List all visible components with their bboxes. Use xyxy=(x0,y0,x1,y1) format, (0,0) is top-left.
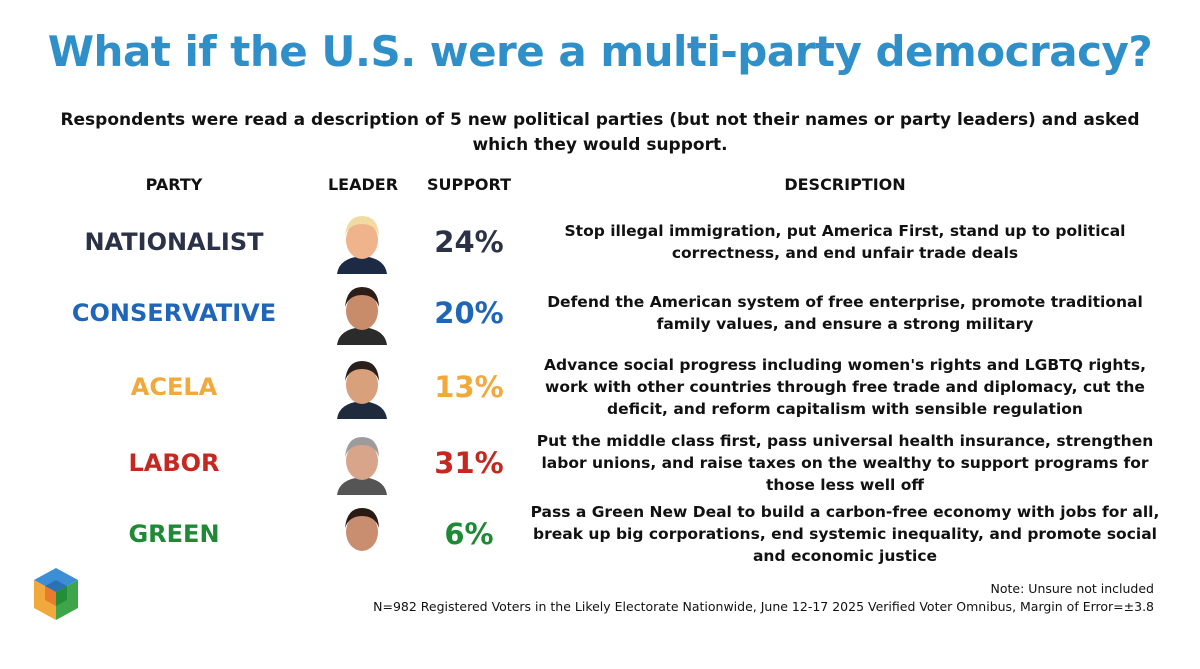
party-description: Advance social progress including women'… xyxy=(544,356,1146,418)
party-name: LABOR xyxy=(128,449,220,477)
column-header-support: SUPPORT xyxy=(426,175,512,194)
note-methodology: N=982 Registered Voters in the Likely El… xyxy=(373,599,1154,614)
party-name: CONSERVATIVE xyxy=(71,299,277,327)
column-header-party: PARTY xyxy=(145,175,203,194)
support-value: 13% xyxy=(434,370,504,404)
support-value: 20% xyxy=(434,296,504,330)
chart-subtitle: Respondents were read a description of 5… xyxy=(60,110,1140,155)
party-description: Stop illegal immigration, put America Fi… xyxy=(564,222,1126,262)
chart-title: What if the U.S. were a multi-party demo… xyxy=(47,27,1153,76)
support-value: 31% xyxy=(434,446,504,480)
portrait-icon xyxy=(337,508,387,566)
leader-portrait-icon xyxy=(330,281,394,345)
table-row: ACELA 13% Advance social progress includ… xyxy=(0,352,1200,422)
column-header-leader: LEADER xyxy=(327,175,399,194)
table-row: CONSERVATIVE 20% Defend the American sys… xyxy=(0,278,1200,348)
portrait-icon xyxy=(337,287,387,345)
portrait-icon xyxy=(337,216,387,274)
party-name: ACELA xyxy=(130,373,218,401)
column-header-description: DESCRIPTION xyxy=(784,175,906,194)
table-row: LABOR 31% Put the middle class first, pa… xyxy=(0,428,1200,498)
support-value: 24% xyxy=(434,225,504,259)
party-description: Pass a Green New Deal to build a carbon-… xyxy=(530,503,1160,565)
note-unsure: Note: Unsure not included xyxy=(990,581,1154,596)
party-name: NATIONALIST xyxy=(84,228,264,256)
leader-portrait-icon xyxy=(330,502,394,566)
support-value: 6% xyxy=(444,517,494,551)
party-description: Defend the American system of free enter… xyxy=(547,293,1143,333)
portrait-icon xyxy=(337,361,387,419)
table-row: NATIONALIST 24% Stop illegal immigration… xyxy=(0,207,1200,277)
leader-portrait-icon xyxy=(330,431,394,495)
table-row: GREEN 6% Pass a Green New Deal to build … xyxy=(0,499,1200,569)
leader-portrait-icon xyxy=(330,355,394,419)
cube-logo-icon xyxy=(34,568,78,620)
party-description: Put the middle class first, pass univers… xyxy=(536,432,1154,494)
leader-portrait-icon xyxy=(330,210,394,274)
portrait-icon xyxy=(337,437,387,495)
party-name: GREEN xyxy=(128,520,220,548)
